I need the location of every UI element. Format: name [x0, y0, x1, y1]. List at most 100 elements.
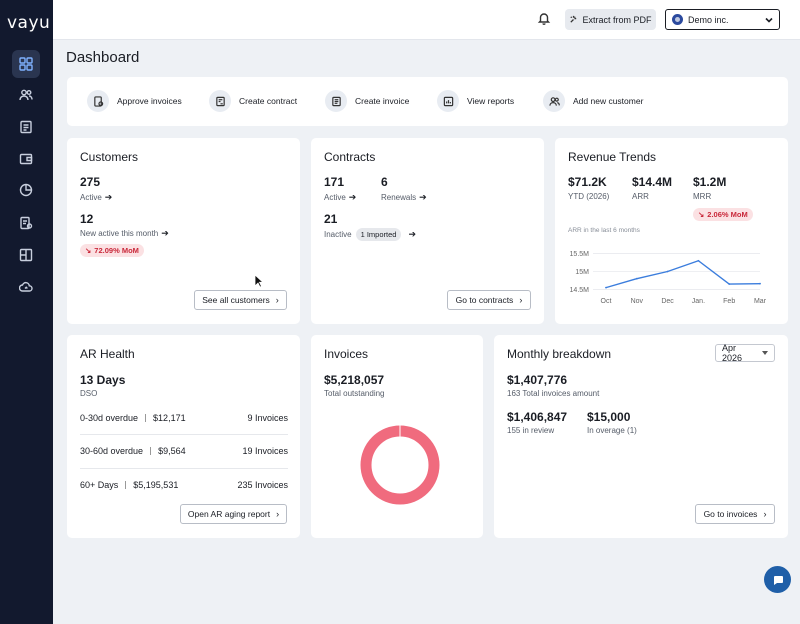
- monthly-breakdown-card: Monthly breakdown Apr 2026 $1,407,776 16…: [494, 335, 788, 538]
- renewals-count: 6: [381, 175, 388, 189]
- org-name: Demo inc.: [688, 14, 729, 25]
- quick-action-label: Approve invoices: [117, 96, 182, 106]
- inactive-contracts-link[interactable]: Inactive 1 Imported ➔: [324, 228, 416, 241]
- reports-icon: [443, 96, 453, 106]
- notifications-button[interactable]: [537, 11, 553, 27]
- x-tick-label: Jan.: [692, 298, 705, 305]
- arr-data-point: [666, 270, 669, 273]
- outstanding-donut-chart[interactable]: [358, 423, 442, 507]
- nav-invoices[interactable]: [12, 113, 40, 141]
- invoices-card: Invoices $5,218,057 Total outstanding: [311, 335, 483, 538]
- chevron-down-icon: [765, 16, 773, 24]
- chevron-right-icon: ›: [276, 509, 280, 519]
- card-title: Invoices: [324, 347, 369, 361]
- create-contract-action[interactable]: Create contract: [209, 90, 297, 112]
- pie-chart-icon: [19, 183, 33, 197]
- sparkle-icon: [570, 15, 577, 23]
- contract-icon: [215, 96, 225, 106]
- button-label: Go to contracts: [455, 295, 514, 305]
- contracts-card: Contracts 171 Active ➔ 6 Renewals ➔ 21 Ina…: [311, 138, 544, 324]
- active-customers-count: 275: [80, 175, 101, 189]
- topbar: Extract from PDF Demo inc.: [53, 0, 800, 40]
- overage-label: In overage (1): [587, 426, 637, 435]
- ar-row[interactable]: 0-30d overdue $12,171 9 Invoices: [80, 413, 288, 423]
- approve-invoices-action[interactable]: Approve invoices: [87, 90, 182, 112]
- see-all-customers-button[interactable]: See all customers ›: [194, 290, 287, 310]
- ar-invoices: 9 Invoices: [247, 413, 288, 423]
- go-to-invoices-button[interactable]: Go to invoices ›: [695, 504, 775, 524]
- ar-range: 0-30d overdue: [80, 413, 139, 423]
- review-value: $1,406,847: [507, 410, 568, 424]
- new-label: New active this month: [80, 229, 159, 238]
- arr-data-point: [759, 282, 761, 285]
- nav-customers[interactable]: [12, 81, 40, 109]
- imported-badge: 1 Imported: [355, 228, 402, 241]
- arr-data-point: [605, 286, 607, 289]
- arr-line-chart: 15.5M 15M 14.5M Oct Nov Dec Jan. Feb Mar: [570, 251, 767, 305]
- document-icon: [20, 120, 32, 134]
- arrow-right-icon: ➔: [161, 228, 169, 238]
- organization-select[interactable]: Demo inc.: [665, 9, 780, 30]
- go-to-contracts-button[interactable]: Go to contracts ›: [447, 290, 531, 310]
- ar-amount: $12,171: [153, 413, 186, 423]
- add-new-customer-action[interactable]: Add new customer: [543, 90, 643, 112]
- arr-label: ARR: [632, 192, 649, 201]
- nav-contracts[interactable]: [12, 209, 40, 237]
- ar-health-card: AR Health 13 Days DSO 0-30d overdue $12,1…: [67, 335, 300, 538]
- contract-icon: [20, 216, 33, 230]
- extract-label: Extract from PDF: [582, 14, 652, 25]
- bell-icon: [537, 13, 551, 25]
- card-title: Customers: [80, 150, 139, 164]
- ar-invoices: 19 Invoices: [242, 446, 288, 456]
- view-reports-action[interactable]: View reports: [437, 90, 514, 112]
- sidebar: vayu: [0, 0, 53, 624]
- ar-range: 60+ Days: [80, 480, 119, 490]
- add-customer-icon: [548, 96, 560, 106]
- active-label: Active: [324, 193, 346, 202]
- nav-wallet[interactable]: [12, 145, 40, 173]
- org-avatar: [672, 14, 683, 25]
- card-title: AR Health: [80, 347, 135, 361]
- nav-integrations[interactable]: [12, 273, 40, 301]
- create-invoice-action[interactable]: Create invoice: [325, 90, 409, 112]
- ar-row[interactable]: 60+ Days $5,195,531 235 Invoices: [80, 480, 288, 490]
- review-label: 155 in review: [507, 426, 555, 435]
- nav-reports[interactable]: [12, 176, 40, 204]
- arrow-right-icon: ➔: [419, 192, 427, 202]
- caret-down-icon: [762, 351, 768, 355]
- ar-amount: $9,564: [158, 446, 186, 456]
- ar-row[interactable]: 30-60d overdue $9,564 19 Invoices: [80, 446, 288, 456]
- extract-from-pdf-button[interactable]: Extract from PDF: [565, 9, 656, 30]
- quick-action-label: Create contract: [239, 96, 298, 106]
- monthly-total-label: 163 Total invoices amount: [507, 389, 600, 398]
- dso-value: 13 Days: [80, 373, 126, 387]
- quick-action-label: Create invoice: [355, 96, 410, 106]
- button-label: Open AR aging report: [187, 509, 271, 519]
- new-customers-link[interactable]: New active this month ➔: [80, 228, 169, 239]
- card-title: Contracts: [324, 150, 376, 164]
- renewals-link[interactable]: Renewals ➔: [381, 192, 427, 203]
- mouse-cursor-icon: [254, 274, 264, 288]
- active-contracts-count: 171: [324, 175, 345, 189]
- new-customers-count: 12: [80, 212, 94, 226]
- arr-data-point: [697, 259, 700, 262]
- quick-action-label: Add new customer: [573, 96, 644, 106]
- active-contracts-link[interactable]: Active ➔: [324, 192, 356, 203]
- inactive-label: Inactive: [324, 230, 352, 239]
- ar-range: 30-60d overdue: [80, 446, 144, 456]
- arrow-right-icon: ➔: [104, 192, 113, 202]
- x-tick-label: Feb: [723, 298, 735, 305]
- active-customers-link[interactable]: Active ➔: [80, 192, 112, 203]
- nav-layout[interactable]: [12, 241, 40, 269]
- trend-down-icon: ↘: [698, 210, 705, 219]
- chevron-right-icon: ›: [519, 295, 523, 305]
- open-ar-aging-report-button[interactable]: Open AR aging report ›: [180, 504, 287, 524]
- y-tick-label: 15M: [575, 269, 589, 276]
- nav-dashboard[interactable]: [12, 50, 40, 78]
- arrow-right-icon: ➔: [348, 192, 357, 202]
- month-select[interactable]: Apr 2026: [715, 343, 775, 363]
- chat-support-button[interactable]: [764, 566, 791, 593]
- y-tick-label: 14.5M: [570, 287, 590, 294]
- invoice-icon: [331, 96, 341, 106]
- arr-data-point: [635, 277, 638, 280]
